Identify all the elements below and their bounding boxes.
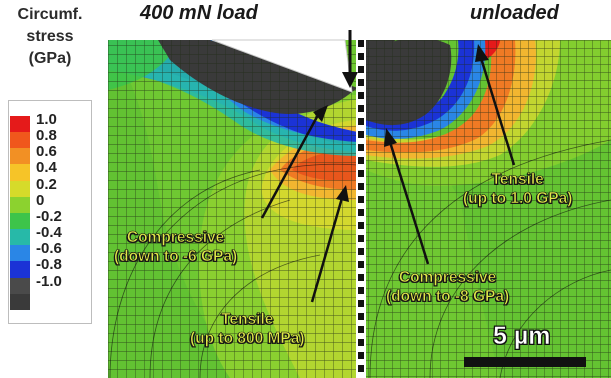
legend-tick: -1.0 (36, 272, 62, 290)
right-panel-field (366, 40, 611, 378)
annotation-line: (down to -8 GPa) (386, 288, 510, 306)
legend-color-swatch (10, 180, 30, 197)
legend-title-line-1: Circumf. (17, 6, 83, 23)
annotation-arrows (260, 44, 516, 303)
legend-tick: 0 (36, 191, 45, 209)
legend-color-swatch (10, 116, 30, 133)
annotation-line: Compressive (126, 229, 225, 247)
legend-color-swatch (10, 277, 30, 294)
legend-color-swatch (10, 261, 30, 278)
legend-color-swatch (10, 245, 30, 262)
legend-title-line-2: stress (26, 28, 74, 45)
legend-tick: 1.0 (36, 111, 57, 128)
legend-tick: -0.2 (36, 207, 62, 225)
annotation-line: (up to 800 MPa) (190, 330, 305, 348)
force-arrow-head (342, 72, 358, 88)
left-tensile-annotation: Tensile (up to 800 MPa) (190, 310, 305, 348)
legend-color-swatch (10, 132, 30, 149)
legend-color-swatch (10, 212, 30, 230)
legend-color-swatch (10, 196, 30, 213)
annotation-line: (down to -6 GPa) (114, 248, 238, 266)
legend-tick: -0.6 (36, 240, 62, 258)
left-panel-field (108, 40, 358, 378)
scale-bar (464, 357, 586, 367)
right-compressive-annotation: Compressive (down to -8 GPa) (386, 268, 510, 306)
legend-tick: 0.6 (36, 143, 57, 161)
legend-color-swatch (10, 229, 30, 246)
legend-tick: -0.8 (36, 256, 62, 274)
legend-tick-labels: 1.0 0.8 0.6 0.4 0.2 0 -0.2 -0.4 -0.6 -0.… (30, 111, 90, 290)
legend-color-swatch (10, 164, 30, 181)
legend-tick: 0.8 (36, 127, 57, 145)
force-label: F (326, 44, 340, 69)
legend-color-swatch (10, 148, 30, 165)
annotation-line: (up to 1.0 GPa) (463, 190, 573, 208)
right-tensile-annotation: Tensile (up to 1.0 GPa) (463, 170, 573, 208)
left-compressive-annotation: Compressive (down to -6 GPa) (114, 228, 238, 266)
right-panel-title: unloaded (470, 2, 559, 24)
annotation-line: Tensile (221, 311, 274, 329)
legend-title-line-3: (GPa) (28, 50, 72, 67)
legend-color-bar (10, 116, 30, 310)
annotation-line: Tensile (491, 171, 544, 189)
legend-tick: 0.2 (36, 175, 57, 193)
annotation-line: Compressive (398, 269, 497, 287)
scale-bar-label: 5 µm (493, 322, 551, 351)
legend-color-swatch (10, 293, 30, 310)
legend-tick: 0.4 (36, 159, 57, 177)
legend-title: Circumf. stress (GPa) (4, 4, 96, 70)
left-panel-title: 400 mN load (140, 2, 258, 24)
legend-tick: -0.4 (36, 224, 62, 242)
